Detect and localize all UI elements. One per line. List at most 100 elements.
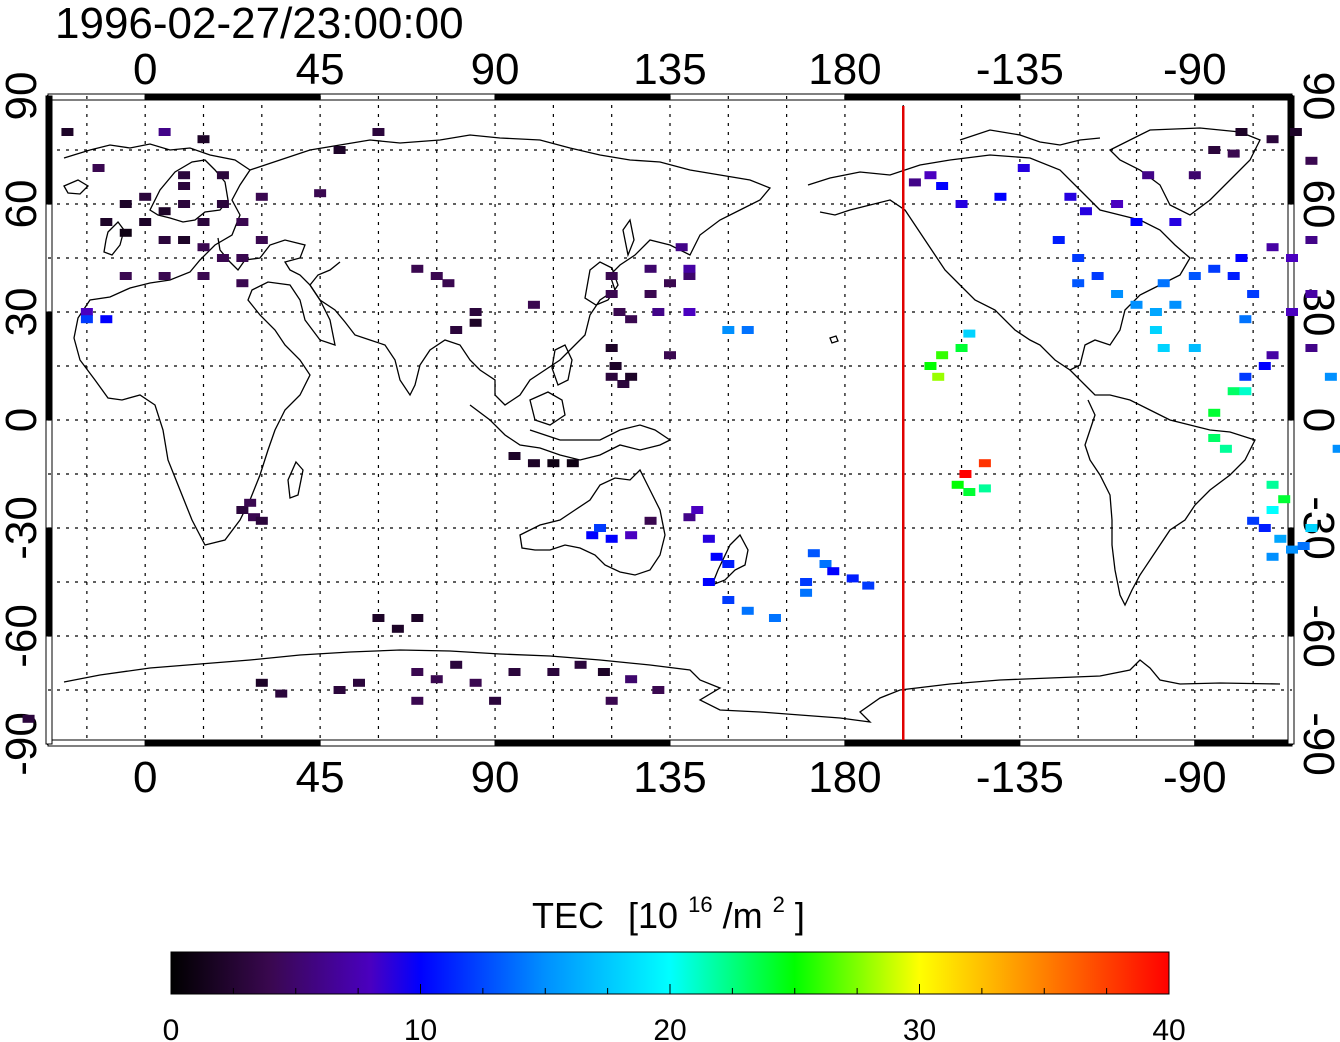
tec-cell [178, 182, 191, 190]
tec-cell [1130, 300, 1143, 309]
tec-cell [139, 218, 152, 226]
tec-cell [547, 459, 560, 468]
colorbar-tick-label: 10 [404, 1014, 437, 1042]
tec-cell [652, 308, 665, 316]
tec-cell [574, 660, 587, 669]
tec-cell [862, 581, 875, 590]
tec-cell [702, 534, 715, 543]
colorbar-tick-label: 0 [163, 1014, 180, 1042]
bottom-tick-label: 90 [471, 753, 520, 802]
tec-cell [1157, 279, 1170, 288]
tec-cell [1227, 149, 1240, 158]
colorbar-tick-label: 30 [903, 1014, 936, 1042]
tec-cell [1169, 218, 1182, 226]
tec-cell [1239, 315, 1252, 324]
coast-britain [103, 221, 125, 256]
tec-cell [1064, 192, 1077, 201]
left-axis-tick-labels: 90 60 30 0 -30 -60 -90 [0, 72, 46, 776]
tec-cell [527, 300, 540, 309]
tec-cell [469, 308, 482, 316]
tec-cell [819, 560, 832, 568]
tec-cell [1266, 135, 1279, 144]
tec-cell [1219, 444, 1232, 453]
tec-cell [936, 351, 949, 360]
tec-cell [683, 308, 696, 316]
tec-cell [1305, 290, 1318, 298]
tec-cell [333, 146, 346, 154]
tec-cell [702, 578, 715, 586]
right-tick-label: -60 [1294, 604, 1340, 668]
tec-cell [1324, 372, 1337, 381]
figure-title: 1996-02-27/23:00:00 [55, 0, 464, 48]
tec-cell [605, 534, 618, 543]
tec-cell [489, 696, 502, 705]
tec-cell [442, 279, 455, 288]
tec-cell [1235, 254, 1248, 262]
tec-data-cells [22, 128, 1340, 723]
left-tick-label: 90 [0, 72, 46, 121]
tec-cell [936, 182, 949, 190]
tec-cell [741, 326, 754, 334]
bottom-tick-label: 180 [808, 753, 881, 802]
tec-cell [333, 686, 346, 694]
tec-cell [1286, 545, 1298, 554]
tec-cell [1227, 387, 1240, 396]
tec-cell [1208, 434, 1221, 442]
top-tick-label: 180 [808, 45, 881, 94]
tec-cell [411, 668, 424, 676]
tec-cell [1072, 279, 1085, 288]
tec-cell [683, 513, 696, 522]
left-tick-label: 60 [0, 180, 46, 229]
tec-cell [955, 200, 968, 208]
coast-north-america [807, 154, 1191, 371]
tec-cell [1266, 552, 1279, 561]
tec-cell [372, 128, 385, 136]
tec-cell [119, 272, 132, 280]
tec-cell [1278, 495, 1291, 504]
tec-cell [800, 588, 813, 597]
tec-cell [178, 236, 191, 244]
tec-cell [1091, 272, 1104, 280]
tec-cell [236, 279, 249, 288]
top-tick-label: 135 [633, 45, 706, 94]
tec-cell [1111, 200, 1124, 208]
tec-cell [1258, 362, 1271, 370]
coastlines [63, 127, 1281, 723]
tec-cell [1188, 344, 1201, 352]
axis-bar-bottom [844, 739, 1021, 747]
tec-cell [100, 218, 113, 226]
bottom-tick-label: 135 [633, 753, 706, 802]
tec-cell [469, 318, 482, 327]
axis-bar-top [844, 93, 1021, 101]
axis-bar-top [319, 93, 496, 101]
tec-cell [722, 560, 735, 568]
tec-cell [827, 567, 840, 576]
tec-cell [594, 524, 607, 532]
coast-philippines [551, 344, 573, 386]
axis-bar-bottom [144, 739, 321, 747]
tec-cell [61, 128, 74, 136]
axis-bar-bottom [47, 739, 146, 747]
bottom-tick-label: -135 [976, 753, 1064, 802]
axis-bar-top [494, 93, 671, 101]
tec-cell [119, 200, 132, 208]
left-tick-label: -60 [0, 604, 46, 668]
coast-borneo [529, 391, 566, 426]
tec-cell [664, 351, 676, 360]
tec-cell [609, 362, 622, 370]
tec-cell [430, 272, 443, 280]
tec-cell [994, 192, 1007, 201]
colorbar-title: TEC [10 16 /m 2 ] [532, 879, 805, 936]
colorbar-tick-label: 40 [1152, 1014, 1185, 1042]
tec-cell [1142, 171, 1155, 180]
colorbar-title-main: TEC [532, 895, 604, 936]
tec-cell [1188, 171, 1201, 180]
tec-cell [722, 596, 735, 604]
tec-cell [216, 171, 229, 180]
axis-bar-bottom [1019, 739, 1196, 747]
coast-australia [519, 468, 666, 576]
tec-cell [547, 668, 560, 676]
tec-cell [508, 668, 521, 676]
tec-cell [1208, 264, 1221, 273]
coast-sakhalin [622, 218, 635, 258]
